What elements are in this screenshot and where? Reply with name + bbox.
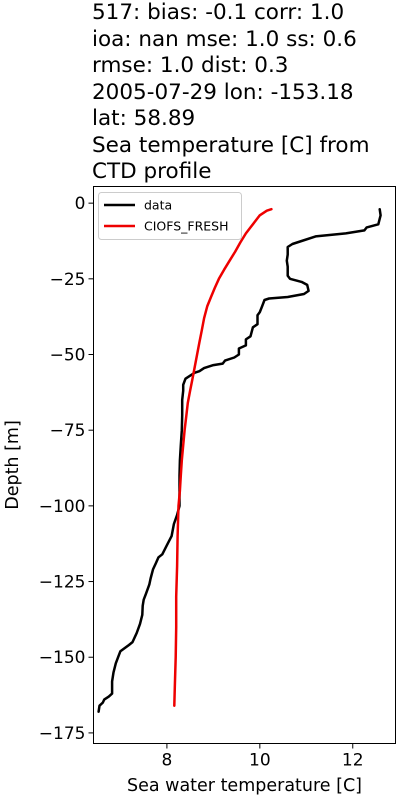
- y-tick-label: −175: [39, 724, 86, 744]
- x-tick-label: 10: [249, 751, 271, 771]
- plot-frame: [93, 186, 396, 744]
- ticks-layer: 8 10 12 0 −25 −50 −75 −100 −125 −150 −175: [39, 194, 364, 770]
- y-tick-label: −150: [39, 648, 86, 668]
- y-tick-label: 0: [75, 194, 86, 214]
- series-line-data: [97, 207, 382, 713]
- legend: data CIOFS_FRESH: [98, 192, 242, 240]
- y-tick-label: −100: [39, 497, 86, 517]
- y-tick-label: −50: [50, 346, 86, 366]
- y-tick-label: −25: [50, 270, 86, 290]
- x-tick-label: 12: [342, 751, 364, 771]
- series-layer: [97, 207, 382, 713]
- y-tick-label: −75: [50, 421, 86, 441]
- series-line-ciofs-fresh: [173, 207, 273, 707]
- y-tick-label: −125: [39, 573, 86, 593]
- legend-label-ciofs-fresh: CIOFS_FRESH: [144, 219, 229, 234]
- chart-title: 517: bias: -0.1 corr: 1.0 ioa: nan mse: …: [92, 0, 370, 184]
- x-tick-label: 8: [161, 751, 172, 771]
- x-axis-label: Sea water temperature [C]: [127, 776, 362, 796]
- y-axis-label: Depth [m]: [3, 420, 23, 510]
- legend-label-data: data: [144, 198, 172, 213]
